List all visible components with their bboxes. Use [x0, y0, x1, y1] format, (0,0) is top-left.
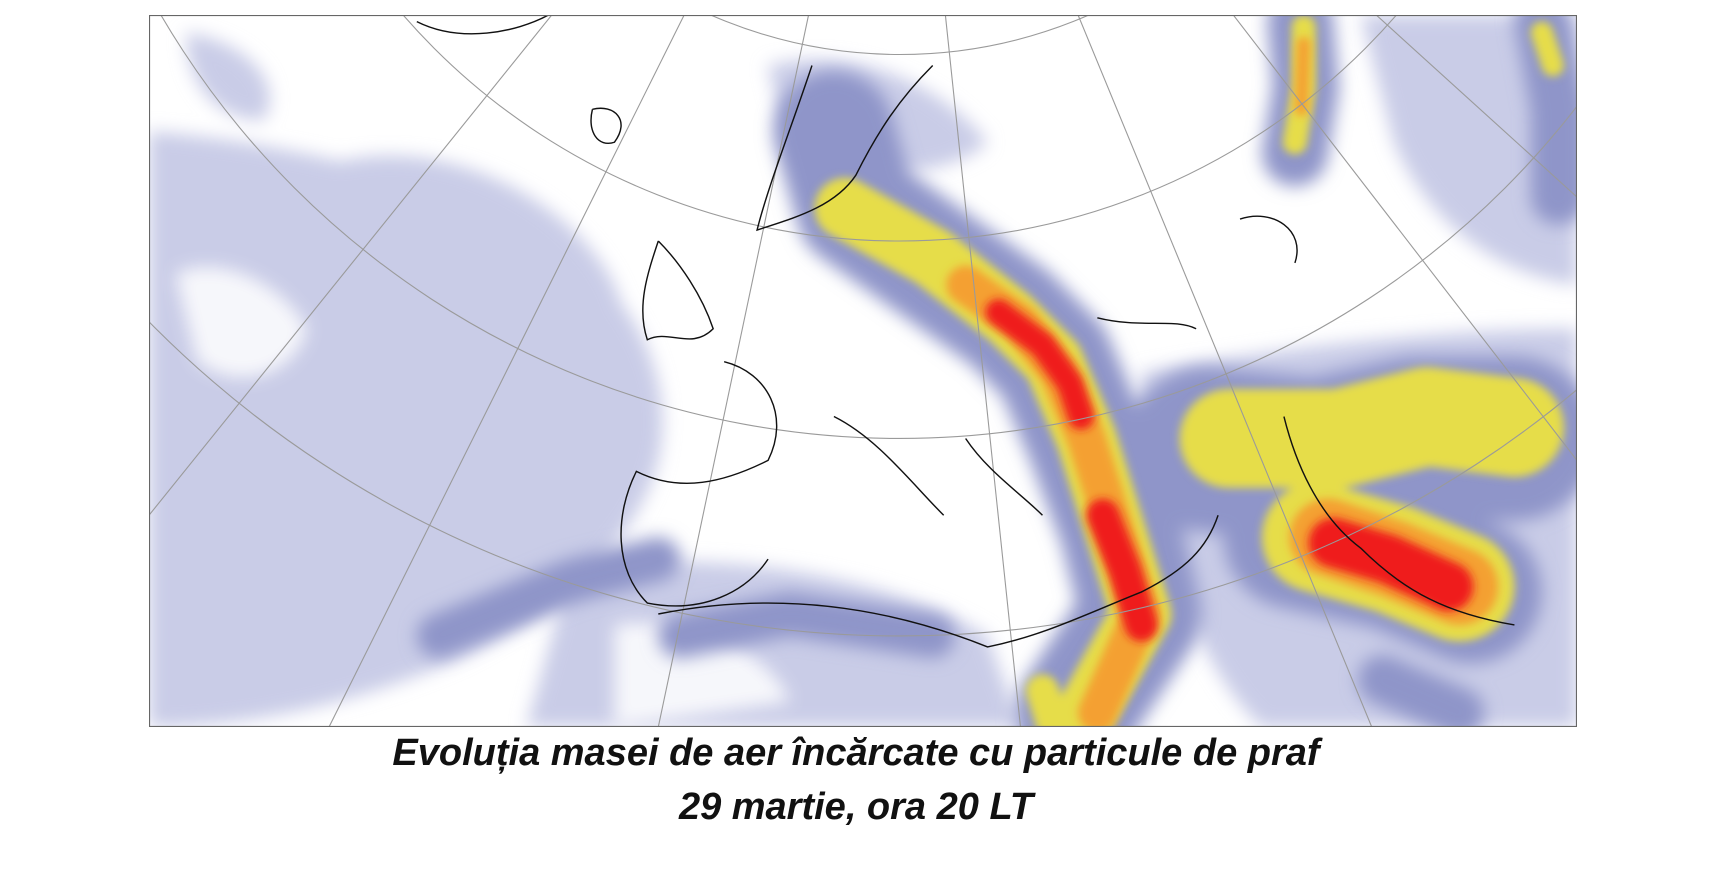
- graticule: [149, 15, 1577, 727]
- caption-title: Evoluția masei de aer încărcate cu parti…: [392, 732, 1320, 774]
- dust-map: [149, 15, 1577, 727]
- coastline: [416, 15, 1515, 648]
- caption-subtitle: 29 martie, ora 20 LT: [678, 786, 1034, 828]
